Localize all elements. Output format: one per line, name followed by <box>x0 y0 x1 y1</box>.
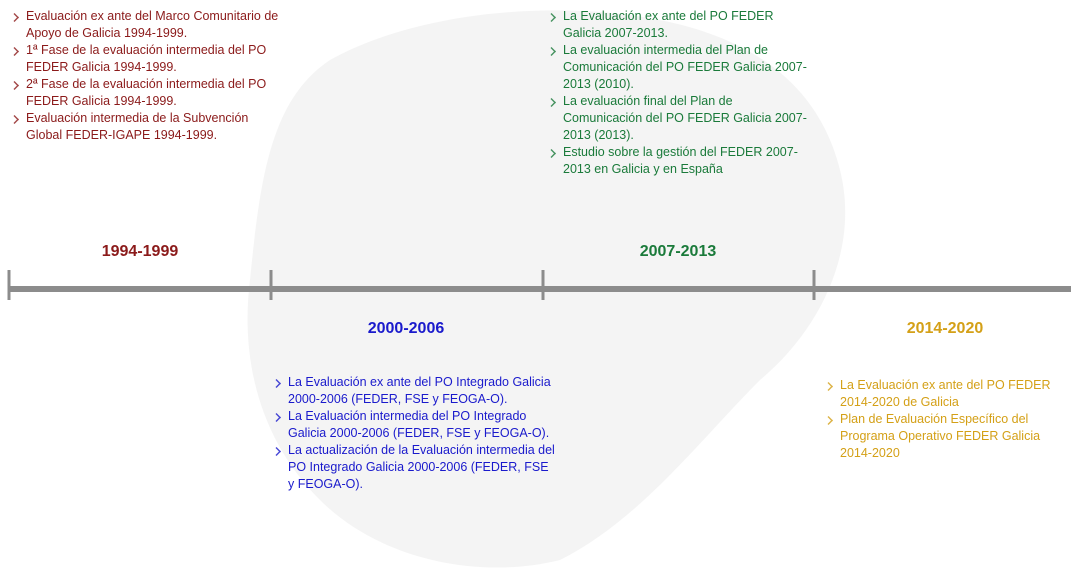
evaluation-item: La Evaluación ex ante del PO Integrado G… <box>270 374 555 408</box>
evaluation-item: Estudio sobre la gestión del FEDER 2007-… <box>545 144 815 178</box>
evaluation-item: 1ª Fase de la evaluación intermedia del … <box>8 42 283 76</box>
item-list: La Evaluación ex ante del PO FEDER Galic… <box>545 8 815 178</box>
item-list: La Evaluación ex ante del PO Integrado G… <box>270 374 555 493</box>
evaluation-item: Plan de Evaluación Específico del Progra… <box>822 411 1062 462</box>
period-title: 2000-2006 <box>367 320 445 337</box>
evaluation-item: 2ª Fase de la evaluación intermedia del … <box>8 76 283 110</box>
item-list: Evaluación ex ante del Marco Comunitario… <box>8 8 283 144</box>
evaluation-item: Evaluación ex ante del Marco Comunitario… <box>8 8 283 42</box>
evaluation-item: La evaluación final del Plan de Comunica… <box>545 93 815 144</box>
evaluation-item: La Evaluación intermedia del PO Integrad… <box>270 408 555 442</box>
evaluation-item: La evaluación intermedia del Plan de Com… <box>545 42 815 93</box>
evaluation-item: Evaluación intermedia de la Subvención G… <box>8 110 283 144</box>
period-title: 1994-1999 <box>101 243 179 260</box>
period-title: 2014-2020 <box>906 320 984 337</box>
period-title: 2007-2013 <box>639 243 717 260</box>
evaluation-item: La Evaluación ex ante del PO FEDER Galic… <box>545 8 815 42</box>
evaluation-item: La Evaluación ex ante del PO FEDER 2014-… <box>822 377 1062 411</box>
evaluation-item: La actualización de la Evaluación interm… <box>270 442 555 493</box>
item-list: La Evaluación ex ante del PO FEDER 2014-… <box>822 377 1062 462</box>
